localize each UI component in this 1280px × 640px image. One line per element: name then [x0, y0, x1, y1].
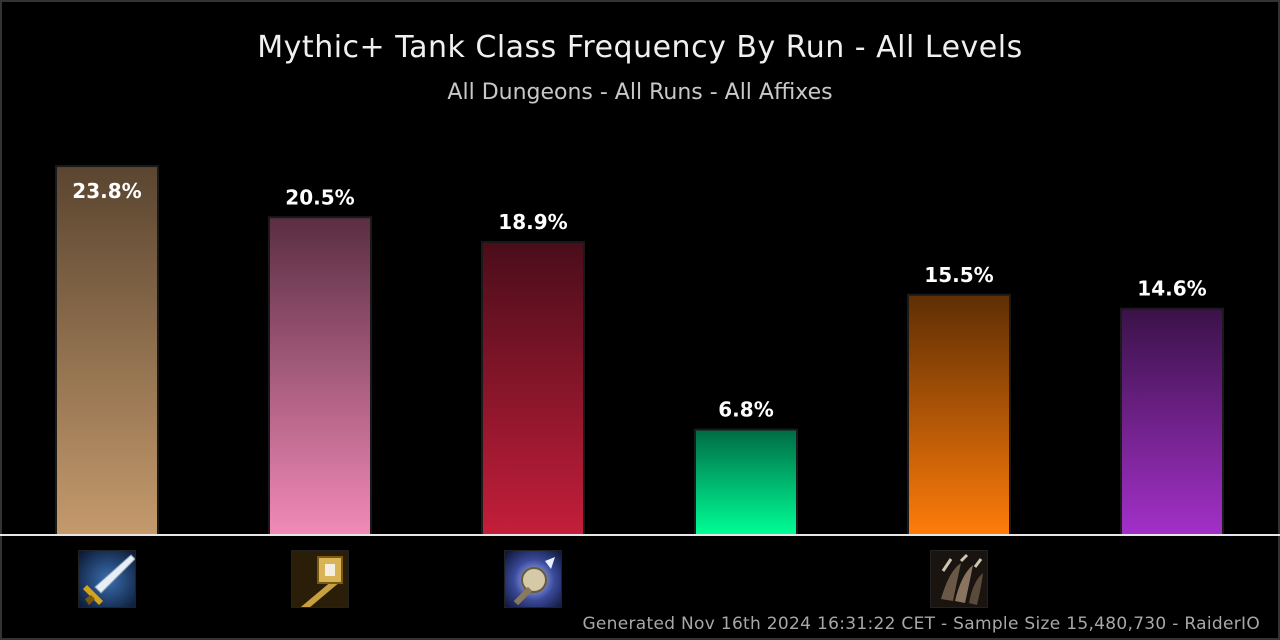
bar-monk — [694, 428, 798, 537]
bar-death-knight — [481, 241, 585, 537]
data-label-demon-hunter: 14.6% — [1137, 277, 1206, 301]
chart-subtitle: All Dungeons - All Runs - All Affixes — [447, 80, 833, 105]
data-label-warrior: 23.8% — [72, 179, 141, 203]
data-label-paladin: 20.5% — [285, 185, 354, 209]
chart-title: Mythic+ Tank Class Frequency By Run - Al… — [257, 30, 1023, 65]
data-label-druid: 15.5% — [924, 263, 993, 287]
rune-weapon-icon — [504, 550, 562, 608]
bar-demon-hunter — [1120, 307, 1224, 537]
bar-druid — [907, 293, 1011, 536]
footer-caption: Generated Nov 16th 2024 16:31:22 CET - S… — [582, 614, 1260, 634]
data-label-death-knight: 18.9% — [498, 210, 567, 234]
data-label-monk: 6.8% — [718, 398, 773, 422]
bar-paladin — [268, 216, 372, 536]
sword-icon — [78, 550, 136, 608]
bar-warrior — [55, 165, 159, 536]
hammer-icon — [291, 550, 349, 608]
claw-icon — [930, 550, 988, 608]
